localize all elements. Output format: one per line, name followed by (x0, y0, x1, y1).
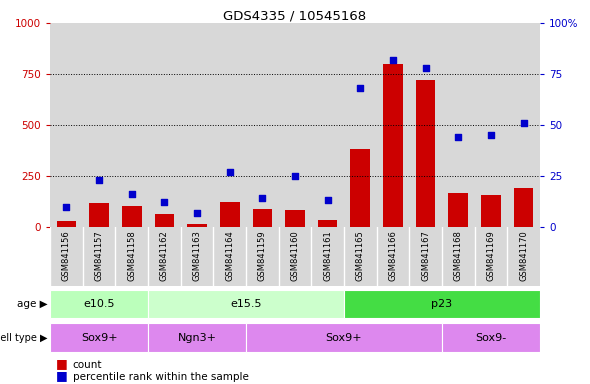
Text: GSM841161: GSM841161 (323, 230, 332, 281)
Bar (344, 227, 376, 286)
Text: percentile rank within the sample: percentile rank within the sample (73, 372, 248, 382)
Point (290, 173, 300, 179)
Bar (312, 23, 344, 227)
Text: GSM841162: GSM841162 (160, 230, 169, 281)
Bar (344, 23, 376, 227)
Text: e15.5: e15.5 (230, 299, 262, 309)
Bar (148, 290, 344, 318)
Bar (155, 214, 174, 227)
Text: GSM841166: GSM841166 (388, 230, 398, 281)
Bar (383, 64, 403, 227)
Point (421, 65, 430, 71)
Text: GSM841157: GSM841157 (94, 230, 104, 281)
Bar (50, 323, 148, 352)
Bar (442, 23, 474, 227)
Bar (409, 23, 442, 227)
Text: GSM841168: GSM841168 (454, 230, 463, 281)
Bar (50, 227, 83, 286)
Point (258, 195, 267, 202)
Bar (285, 210, 305, 227)
Bar (246, 23, 278, 227)
Bar (253, 209, 272, 227)
Text: GSM841169: GSM841169 (486, 230, 496, 281)
Bar (474, 23, 507, 227)
Point (388, 57, 398, 63)
Bar (50, 290, 148, 318)
Text: age ▶: age ▶ (17, 299, 47, 309)
Text: ■: ■ (56, 369, 68, 382)
Bar (376, 23, 409, 227)
Text: count: count (73, 360, 102, 370)
Bar (507, 227, 540, 286)
Bar (507, 23, 540, 227)
Text: GSM841159: GSM841159 (258, 230, 267, 281)
Text: p23: p23 (431, 299, 453, 309)
Bar (148, 323, 246, 352)
Point (323, 197, 332, 204)
Text: GSM841170: GSM841170 (519, 230, 528, 281)
Text: e10.5: e10.5 (83, 299, 115, 309)
Bar (442, 227, 474, 286)
Bar (148, 227, 181, 286)
Bar (214, 23, 246, 227)
Point (160, 199, 169, 205)
Bar (89, 204, 109, 227)
Bar (318, 220, 337, 227)
Bar (50, 23, 83, 227)
Bar (57, 221, 76, 227)
Bar (83, 23, 116, 227)
Bar (116, 23, 148, 227)
Text: GSM841165: GSM841165 (356, 230, 365, 281)
Text: cell type ▶: cell type ▶ (0, 333, 47, 343)
Bar (278, 227, 312, 286)
Bar (122, 205, 142, 227)
Bar (187, 224, 207, 227)
Text: GSM841160: GSM841160 (290, 230, 300, 281)
Text: ■: ■ (56, 357, 68, 370)
Text: Sox9+: Sox9+ (81, 333, 117, 343)
Bar (220, 202, 240, 227)
Point (519, 120, 528, 126)
Bar (181, 227, 214, 286)
Bar (312, 227, 344, 286)
Bar (442, 323, 540, 352)
Text: Sox9+: Sox9+ (326, 333, 362, 343)
Bar (278, 23, 312, 227)
Bar (448, 193, 468, 227)
Bar (474, 227, 507, 286)
Bar (481, 195, 501, 227)
Bar (181, 23, 214, 227)
Bar (148, 23, 181, 227)
Bar (350, 149, 370, 227)
Point (356, 85, 365, 91)
Text: Sox9-: Sox9- (476, 333, 506, 343)
Point (225, 169, 234, 175)
Bar (116, 227, 148, 286)
Text: GSM841158: GSM841158 (127, 230, 136, 281)
Text: Ngn3+: Ngn3+ (178, 333, 217, 343)
Text: GSM841164: GSM841164 (225, 230, 234, 281)
Text: GDS4335 / 10545168: GDS4335 / 10545168 (224, 10, 366, 23)
Text: GSM841163: GSM841163 (192, 230, 202, 281)
Point (454, 134, 463, 140)
Bar (246, 227, 278, 286)
Bar (214, 227, 246, 286)
Point (94, 177, 104, 183)
Text: GSM841167: GSM841167 (421, 230, 430, 281)
Bar (514, 188, 533, 227)
Bar (83, 227, 116, 286)
Bar (246, 323, 442, 352)
Bar (416, 80, 435, 227)
Point (127, 191, 136, 197)
Point (62, 204, 71, 210)
Bar (344, 290, 540, 318)
Point (192, 210, 202, 216)
Bar (409, 227, 442, 286)
Text: GSM841156: GSM841156 (62, 230, 71, 281)
Point (486, 132, 496, 138)
Bar (376, 227, 409, 286)
